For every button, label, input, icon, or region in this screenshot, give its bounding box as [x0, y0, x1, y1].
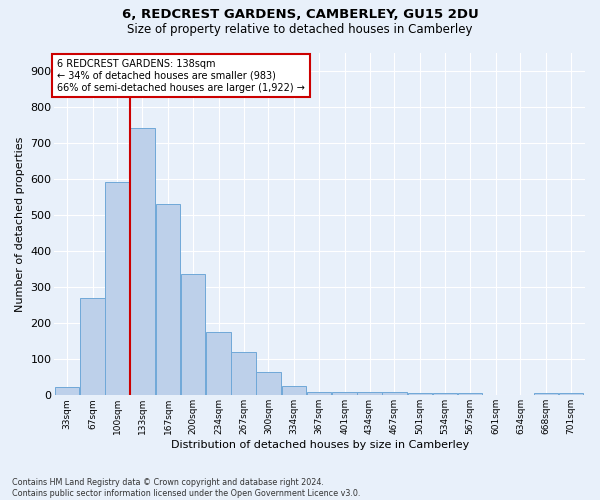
Text: 6, REDCREST GARDENS, CAMBERLEY, GU15 2DU: 6, REDCREST GARDENS, CAMBERLEY, GU15 2DU [122, 8, 478, 20]
Text: 6 REDCREST GARDENS: 138sqm
← 34% of detached houses are smaller (983)
66% of sem: 6 REDCREST GARDENS: 138sqm ← 34% of deta… [57, 60, 305, 92]
Bar [156, 204, 180, 396]
Bar [559, 394, 583, 396]
X-axis label: Distribution of detached houses by size in Camberley: Distribution of detached houses by size … [170, 440, 469, 450]
Bar [80, 298, 105, 396]
Bar [408, 394, 433, 396]
Bar [256, 372, 281, 396]
Bar [382, 392, 407, 396]
Bar [358, 392, 382, 396]
Bar [282, 386, 306, 396]
Bar [105, 182, 130, 396]
Bar [181, 274, 205, 396]
Y-axis label: Number of detached properties: Number of detached properties [15, 136, 25, 312]
Bar [458, 394, 482, 396]
Bar [307, 392, 331, 396]
Bar [534, 394, 559, 396]
Bar [55, 388, 79, 396]
Bar [206, 332, 231, 396]
Bar [232, 352, 256, 396]
Bar [130, 128, 155, 396]
Text: Contains HM Land Registry data © Crown copyright and database right 2024.
Contai: Contains HM Land Registry data © Crown c… [12, 478, 361, 498]
Bar [433, 394, 457, 396]
Bar [332, 392, 357, 396]
Text: Size of property relative to detached houses in Camberley: Size of property relative to detached ho… [127, 22, 473, 36]
